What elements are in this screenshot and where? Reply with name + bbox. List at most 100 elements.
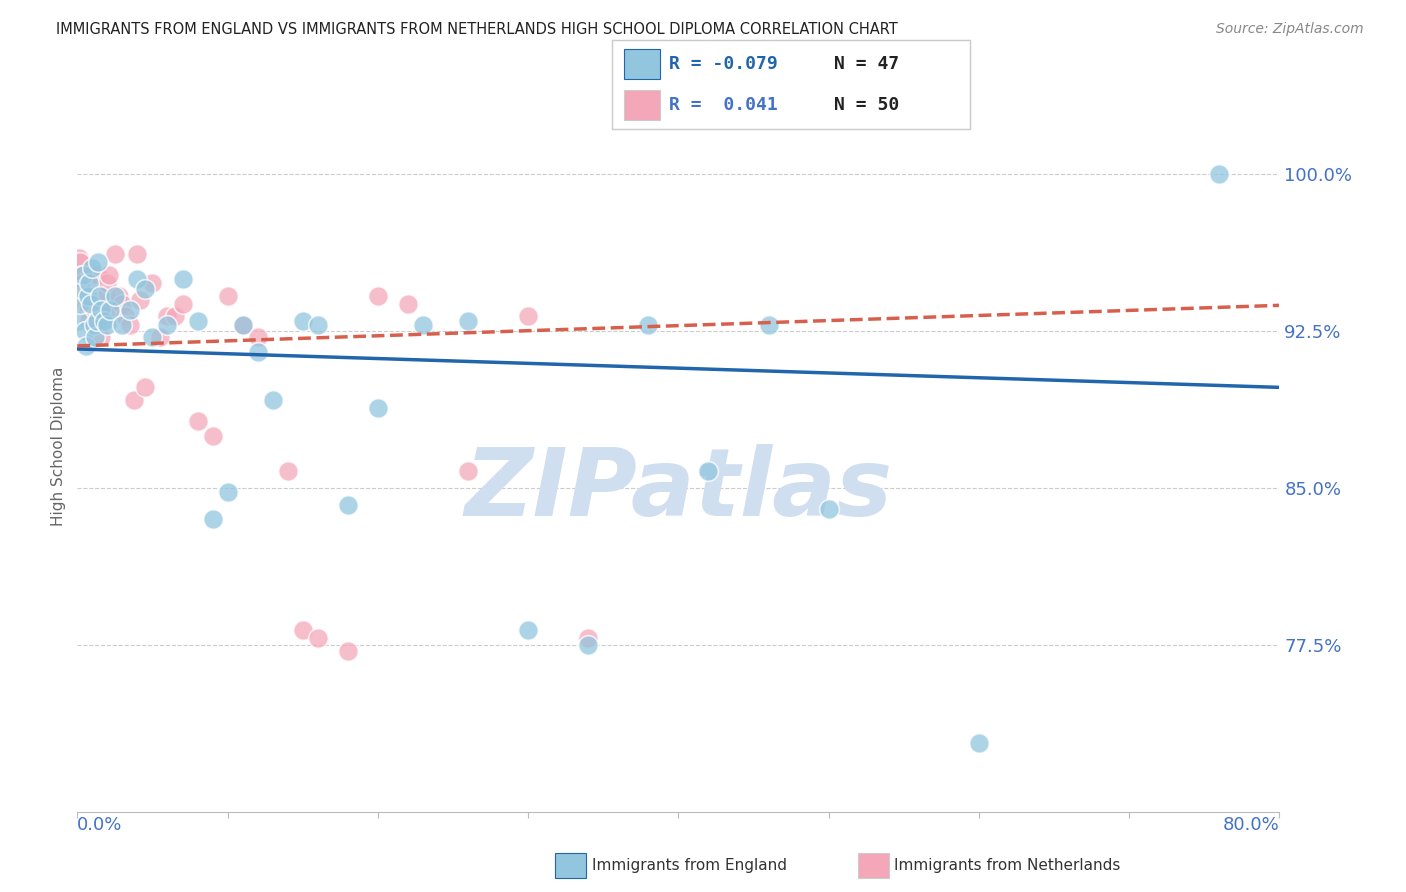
Point	[114, 310, 136, 324]
Point	[83, 318, 105, 332]
Point	[186, 414, 209, 428]
Point	[91, 297, 114, 311]
Point	[90, 330, 112, 344]
Point	[76, 303, 98, 318]
Text: N = 47: N = 47	[834, 55, 900, 73]
Point	[307, 318, 329, 332]
Point	[73, 288, 96, 302]
Text: ZIPatlas: ZIPatlas	[464, 444, 893, 536]
Text: 0.0%: 0.0%	[77, 816, 122, 834]
Point	[87, 255, 110, 269]
Point	[87, 268, 110, 282]
Point	[201, 512, 224, 526]
Point	[141, 330, 163, 344]
Point	[149, 330, 172, 344]
Point	[967, 736, 990, 750]
Point	[127, 272, 149, 286]
Point	[367, 401, 389, 416]
Point	[217, 288, 239, 302]
Point	[97, 268, 120, 282]
Point	[67, 313, 90, 327]
Point	[70, 268, 93, 282]
Point	[697, 464, 720, 478]
Point	[67, 251, 90, 265]
Point	[396, 297, 419, 311]
Point	[108, 288, 131, 302]
Point	[94, 288, 117, 302]
Point	[86, 313, 108, 327]
Point	[156, 318, 179, 332]
Text: R =  0.041: R = 0.041	[669, 96, 778, 114]
Point	[104, 246, 127, 260]
Text: 80.0%: 80.0%	[1223, 816, 1279, 834]
Point	[291, 623, 314, 637]
Point	[75, 339, 97, 353]
Point	[75, 297, 97, 311]
Point	[637, 318, 659, 332]
Point	[367, 288, 389, 302]
Point	[80, 297, 103, 311]
Point	[262, 392, 284, 407]
Point	[70, 282, 93, 296]
Point	[82, 276, 104, 290]
Point	[457, 464, 479, 478]
Point	[163, 310, 186, 324]
Point	[89, 318, 111, 332]
Point	[277, 464, 299, 478]
Point	[90, 303, 112, 318]
Point	[141, 276, 163, 290]
Point	[73, 324, 96, 338]
Point	[100, 303, 122, 318]
Text: Immigrants from Netherlands: Immigrants from Netherlands	[894, 858, 1121, 872]
Text: N = 50: N = 50	[834, 96, 900, 114]
Point	[127, 246, 149, 260]
Point	[336, 498, 359, 512]
Text: R = -0.079: R = -0.079	[669, 55, 778, 73]
Point	[69, 255, 91, 269]
Point	[79, 276, 101, 290]
Point	[172, 297, 194, 311]
Point	[118, 318, 141, 332]
Point	[1208, 167, 1230, 181]
Point	[172, 272, 194, 286]
Y-axis label: High School Diploma: High School Diploma	[51, 367, 66, 525]
Point	[758, 318, 780, 332]
Point	[232, 318, 254, 332]
Point	[134, 380, 156, 394]
Text: Source: ZipAtlas.com: Source: ZipAtlas.com	[1216, 22, 1364, 37]
Point	[104, 288, 127, 302]
Point	[82, 261, 104, 276]
Point	[576, 638, 599, 652]
Point	[336, 644, 359, 658]
Point	[111, 297, 134, 311]
Text: IMMIGRANTS FROM ENGLAND VS IMMIGRANTS FROM NETHERLANDS HIGH SCHOOL DIPLOMA CORRE: IMMIGRANTS FROM ENGLAND VS IMMIGRANTS FR…	[56, 22, 898, 37]
Point	[129, 293, 152, 307]
Bar	[624, 49, 659, 79]
Point	[246, 345, 269, 359]
Point	[412, 318, 434, 332]
Point	[134, 282, 156, 296]
Point	[124, 392, 146, 407]
Text: Immigrants from England: Immigrants from England	[592, 858, 787, 872]
Bar	[624, 90, 659, 120]
Point	[217, 485, 239, 500]
Point	[246, 330, 269, 344]
Point	[86, 313, 108, 327]
Point	[517, 623, 540, 637]
Point	[79, 313, 101, 327]
Point	[201, 428, 224, 442]
Point	[80, 268, 103, 282]
Point	[576, 632, 599, 646]
Point	[817, 501, 839, 516]
Point	[457, 313, 479, 327]
Point	[291, 313, 314, 327]
Point	[100, 303, 122, 318]
Point	[307, 632, 329, 646]
Point	[69, 297, 91, 311]
Point	[93, 313, 115, 327]
Point	[156, 310, 179, 324]
Point	[84, 297, 107, 311]
Point	[72, 268, 94, 282]
Point	[517, 310, 540, 324]
Point	[83, 288, 105, 302]
